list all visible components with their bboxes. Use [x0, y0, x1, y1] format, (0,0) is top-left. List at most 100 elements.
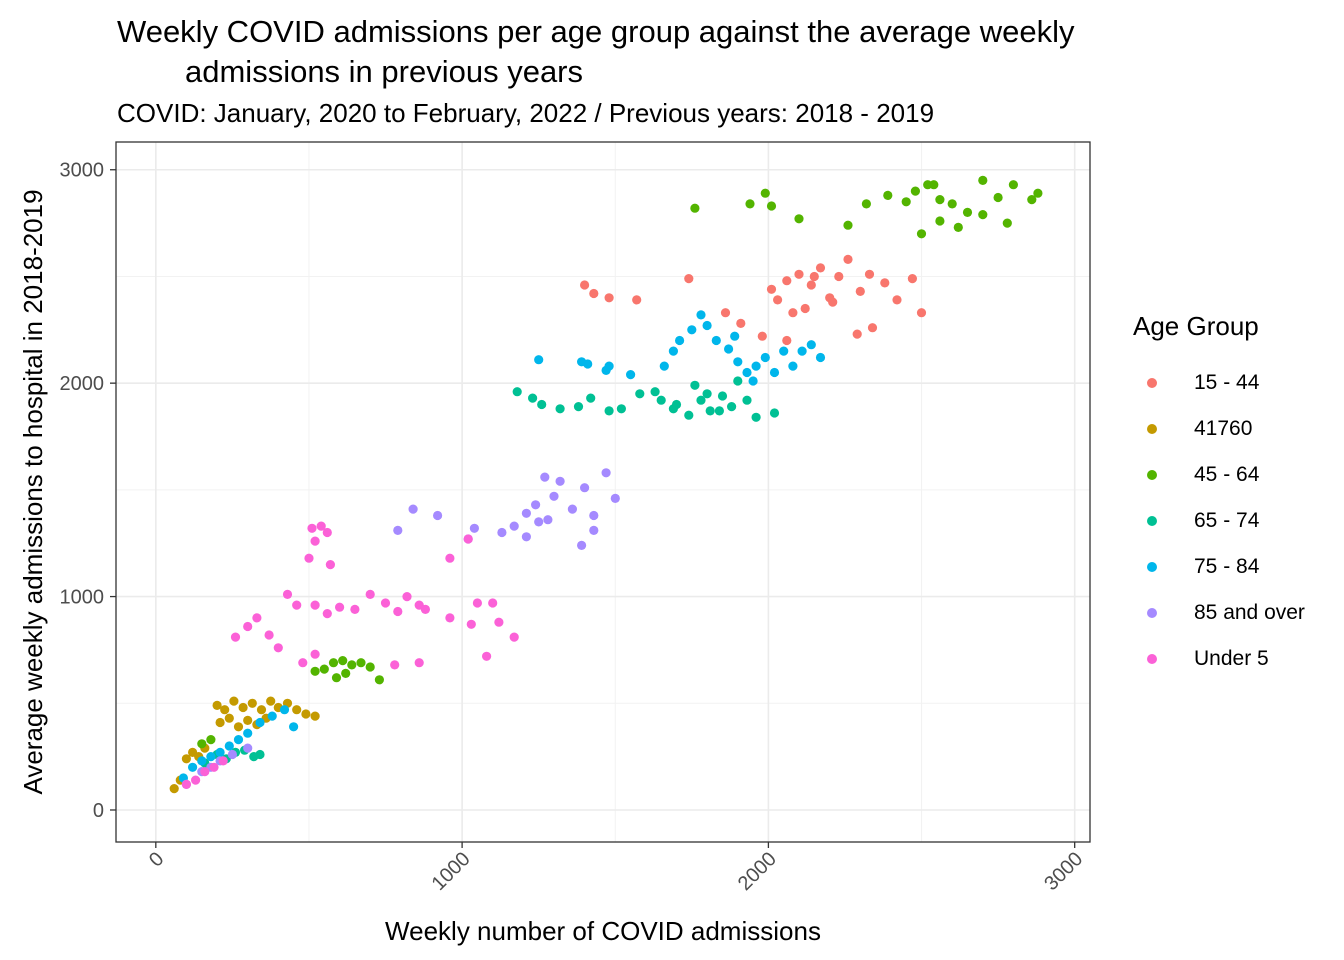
data-point: [255, 749, 265, 760]
data-point: [916, 229, 927, 239]
data-point: [347, 660, 357, 670]
data-point: [577, 540, 587, 551]
data-point: [843, 220, 853, 230]
data-point: [227, 749, 237, 760]
data-point: [328, 658, 339, 668]
data-point: [319, 664, 329, 674]
legend-item: 41760: [1133, 406, 1305, 452]
data-point: [935, 195, 945, 205]
data-point: [1027, 195, 1037, 205]
data-point: [224, 713, 234, 723]
data-point: [788, 361, 798, 371]
data-point: [727, 402, 737, 412]
data-point: [310, 711, 320, 721]
data-point: [733, 376, 743, 386]
data-point: [864, 269, 875, 279]
data-point: [589, 525, 599, 536]
data-point: [1033, 188, 1043, 198]
data-point: [188, 762, 198, 772]
data-point: [947, 199, 957, 209]
data-point: [742, 367, 752, 378]
y-tick-label: 0: [93, 800, 104, 822]
legend-key: [1133, 360, 1171, 406]
data-point: [702, 320, 712, 331]
data-point: [365, 589, 375, 600]
data-point: [935, 216, 945, 226]
data-point: [916, 308, 927, 318]
x-tick-label: 0: [145, 848, 168, 871]
data-point: [815, 352, 826, 363]
data-point: [509, 632, 519, 642]
data-point: [635, 389, 645, 399]
data-point: [978, 210, 988, 220]
data-point: [279, 705, 290, 715]
legend-item: 75 - 84: [1133, 544, 1305, 590]
data-point: [696, 395, 706, 405]
data-point: [742, 395, 752, 405]
data-point: [604, 293, 614, 303]
axes: 0 1000 2000 3000 0 1000 2000 3000: [60, 160, 1088, 895]
data-point: [828, 297, 838, 307]
data-point: [445, 553, 455, 563]
legend-label: Under 5: [1194, 647, 1269, 670]
data-point: [191, 775, 201, 785]
data-point: [809, 271, 819, 282]
data-point: [488, 598, 498, 608]
data-point: [604, 406, 614, 416]
data-point: [304, 553, 314, 563]
data-point: [668, 404, 679, 414]
data-point: [301, 709, 311, 719]
legend-key: [1133, 406, 1171, 452]
data-point: [815, 263, 826, 273]
data-point: [509, 521, 519, 531]
data-point: [282, 589, 293, 600]
legend-label: 75 - 84: [1194, 555, 1260, 578]
data-point: [616, 404, 627, 414]
data-point: [586, 393, 596, 403]
data-point: [953, 222, 963, 232]
data-point: [264, 630, 274, 640]
data-point: [521, 532, 532, 542]
data-point: [668, 346, 679, 356]
y-tick-label: 1000: [60, 587, 105, 609]
data-point: [247, 698, 257, 708]
legend-key: [1133, 498, 1171, 544]
data-point: [720, 308, 731, 318]
data-point: [298, 658, 308, 668]
data-point: [659, 361, 669, 371]
data-point: [766, 284, 777, 294]
data-point: [243, 743, 253, 753]
series-15---44: [580, 254, 927, 346]
legend-item: 85 and over: [1133, 590, 1305, 636]
legend-item: 45 - 64: [1133, 452, 1305, 498]
data-point: [714, 406, 725, 416]
data-point: [472, 598, 482, 608]
data-point: [733, 357, 743, 367]
data-point: [209, 762, 219, 772]
data-point: [589, 510, 599, 521]
data-point: [220, 705, 230, 715]
data-point: [760, 352, 770, 363]
data-point: [788, 308, 798, 318]
data-point: [414, 658, 424, 668]
legend-item: 15 - 44: [1133, 360, 1305, 406]
data-point: [215, 717, 225, 728]
data-point: [466, 619, 476, 629]
data-point: [497, 527, 507, 538]
data-point: [773, 295, 783, 305]
data-point: [675, 335, 685, 346]
data-point: [469, 523, 479, 533]
data-point: [736, 318, 746, 328]
data-point: [748, 376, 758, 386]
data-point: [993, 192, 1003, 203]
data-point: [243, 728, 253, 738]
legend-label: 15 - 44: [1194, 371, 1260, 394]
data-point: [543, 515, 553, 525]
x-tick-label: 3000: [1040, 848, 1087, 895]
scatter-chart: 0 1000 2000 3000 0 1000 2000 3000 Weekly number…: [18, 141, 1091, 946]
data-point: [717, 391, 728, 401]
data-point: [794, 269, 804, 279]
data-point: [580, 280, 590, 290]
data-point: [531, 500, 541, 510]
data-point: [650, 387, 660, 397]
